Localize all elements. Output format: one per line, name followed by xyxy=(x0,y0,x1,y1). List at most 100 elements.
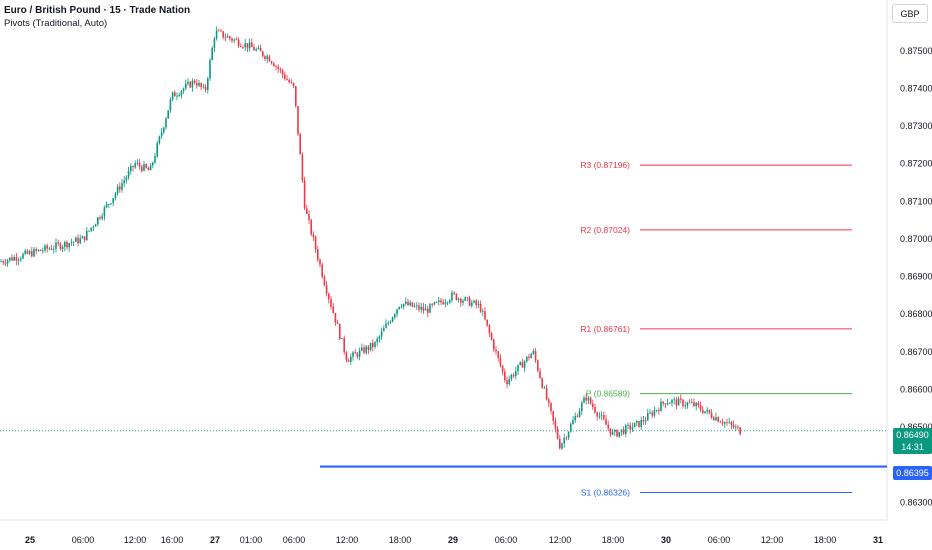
candle-body xyxy=(411,302,414,307)
candle-body xyxy=(231,38,233,41)
candle-body xyxy=(44,245,46,251)
candle-body xyxy=(147,167,150,171)
candle-body xyxy=(438,300,440,303)
candle-body xyxy=(134,163,136,168)
x-tick-label: 29 xyxy=(448,535,458,545)
pivot-label: R3 (0.87196) xyxy=(580,160,630,170)
x-tick-label: 12:00 xyxy=(124,535,147,545)
candle-body xyxy=(292,82,295,87)
candle-body xyxy=(574,416,576,421)
candle-body xyxy=(394,314,396,318)
candle-body xyxy=(328,293,330,300)
candle-body xyxy=(262,51,264,57)
candle-body xyxy=(246,43,249,49)
candle-body xyxy=(671,400,673,403)
candle-body xyxy=(541,378,543,388)
candle-body xyxy=(567,431,570,438)
candle-body xyxy=(512,374,515,377)
candle-body xyxy=(611,431,614,435)
candle-body xyxy=(365,346,367,353)
candle-body xyxy=(484,311,486,320)
candle-body xyxy=(618,431,620,437)
candle-body xyxy=(614,429,616,432)
candle-body xyxy=(273,63,275,67)
candle-body xyxy=(286,78,288,80)
candle-body xyxy=(719,421,722,423)
candle-body xyxy=(339,324,341,339)
candle-body xyxy=(710,412,713,418)
x-tick-label: 12:00 xyxy=(549,535,572,545)
candle-body xyxy=(255,49,257,51)
candle-body xyxy=(121,183,123,190)
candle-body xyxy=(607,424,609,429)
x-tick-label: 12:00 xyxy=(336,535,359,545)
candle-body xyxy=(451,292,453,301)
candle-body xyxy=(510,374,513,380)
candle-body xyxy=(242,46,244,48)
candle-body xyxy=(266,56,268,60)
candle-body xyxy=(22,253,24,259)
candle-body xyxy=(189,81,191,88)
candle-body xyxy=(554,420,557,429)
candle-body xyxy=(666,403,669,405)
candle-body xyxy=(649,412,651,414)
candle-body xyxy=(625,425,627,434)
candle-body xyxy=(141,166,143,171)
candle-body xyxy=(108,204,110,205)
candle-body xyxy=(270,61,273,64)
candle-body xyxy=(86,230,88,241)
candle-body xyxy=(407,301,409,306)
candle-body xyxy=(405,301,407,304)
candle-body xyxy=(196,83,198,86)
candle-body xyxy=(493,339,495,350)
candle-body xyxy=(350,356,352,362)
candle-body xyxy=(605,419,607,425)
candle-body xyxy=(677,398,680,406)
candle-body xyxy=(176,95,178,97)
x-tick-label: 06:00 xyxy=(495,535,518,545)
candle-body xyxy=(138,162,141,167)
candle-body xyxy=(218,30,220,32)
candle-body xyxy=(653,410,656,416)
candle-body xyxy=(708,409,711,413)
y-tick-label: 0.86800 xyxy=(900,309,932,319)
candle-body xyxy=(501,365,504,372)
candle-body xyxy=(697,402,700,406)
x-axis: 25 06:00 12:00 16:00 27 01:00 06:00 12:00 18:00 2… xyxy=(25,535,883,545)
indicator-legend[interactable]: Pivots (Traditional, Auto) xyxy=(4,18,108,29)
candle-body xyxy=(68,243,70,248)
candle-body xyxy=(187,81,189,84)
candle-body xyxy=(739,427,741,435)
x-tick-label: 27 xyxy=(210,535,220,545)
candle-body xyxy=(530,353,532,359)
candle-body xyxy=(396,309,398,315)
candle-body xyxy=(17,259,20,261)
candle-body xyxy=(130,165,132,171)
candle-body xyxy=(233,39,235,41)
pivot-lines: R3 (0.87196) R2 (0.87024) R1 (0.86761) P (0… xyxy=(580,160,852,498)
candle-body xyxy=(72,241,75,243)
candle-body xyxy=(706,409,708,412)
candle-body xyxy=(363,347,365,353)
y-tick-label: 0.87400 xyxy=(900,83,932,93)
candle-body xyxy=(387,322,389,324)
candle-body xyxy=(429,304,431,313)
candle-body xyxy=(409,302,411,306)
candle-body xyxy=(556,428,559,439)
x-tick-label: 06:00 xyxy=(283,535,306,545)
candle-body xyxy=(163,127,165,133)
candles xyxy=(0,26,741,450)
candle-body xyxy=(620,429,623,432)
candle-body xyxy=(559,438,561,449)
candle-body xyxy=(116,186,119,194)
candle-body xyxy=(259,47,262,52)
currency-button[interactable]: GBP xyxy=(892,4,928,23)
candle-body xyxy=(526,356,528,362)
candle-body xyxy=(466,297,469,299)
candle-body xyxy=(303,180,306,209)
candle-body xyxy=(306,208,308,214)
candle-body xyxy=(715,417,717,421)
candle-body xyxy=(561,443,563,449)
candle-body xyxy=(330,299,332,307)
